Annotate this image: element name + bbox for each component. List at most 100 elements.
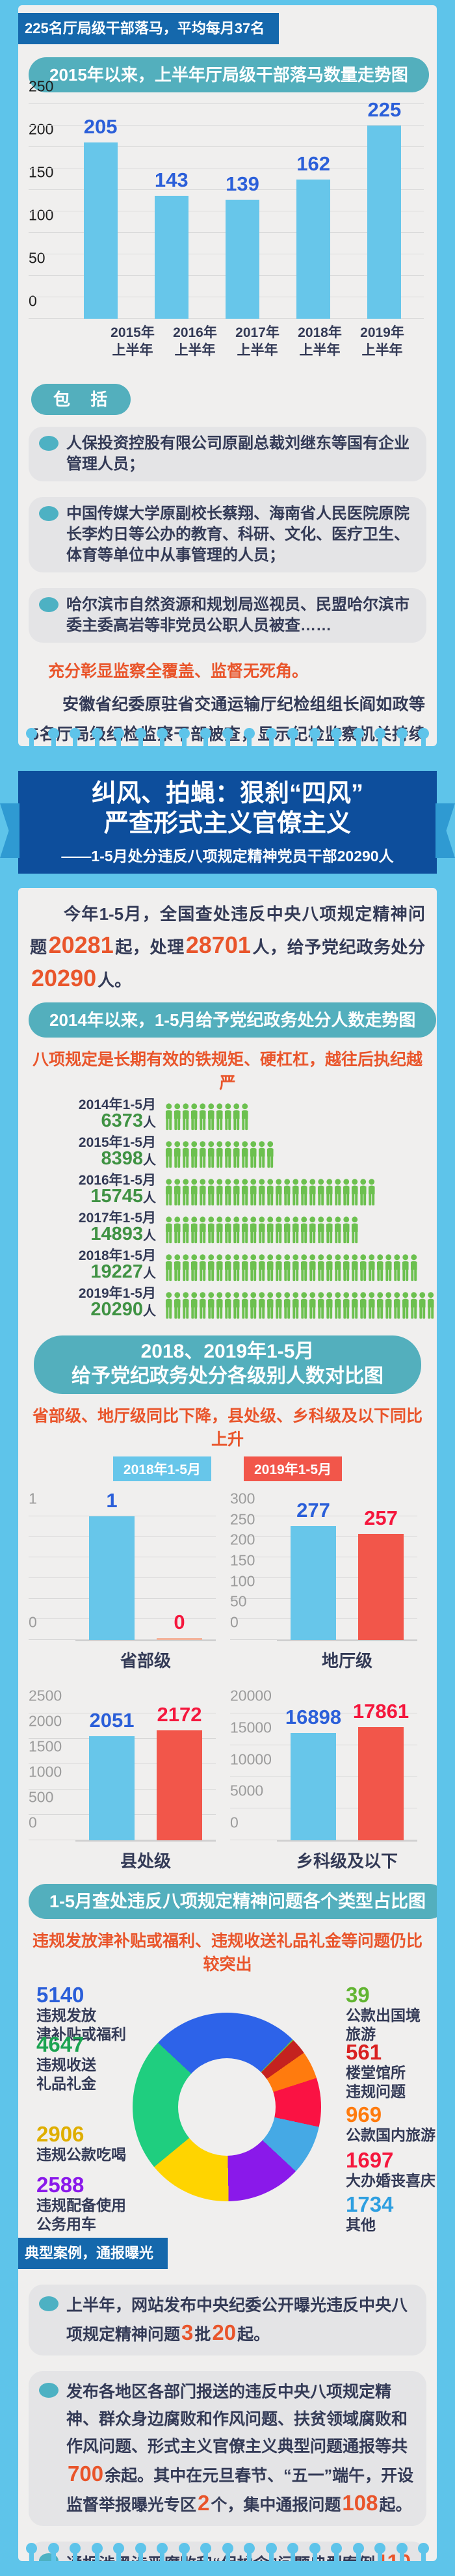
pin-ball xyxy=(70,728,81,739)
person-icon xyxy=(351,1254,358,1281)
unit-label: 人 xyxy=(143,1153,156,1168)
compare-pill-line1: 2018、2019年1-5月 xyxy=(140,1341,315,1362)
pictograph-row: 2017年1-5月 14893人 xyxy=(29,1211,426,1244)
perforation-pin xyxy=(26,728,37,746)
perforation-pin xyxy=(157,728,168,746)
pin-ball xyxy=(287,728,298,739)
pin-ball xyxy=(287,2543,298,2554)
highlight-number: 2 xyxy=(198,2491,210,2515)
compare-pill-line2: 给予党纪政务处分各级别人数对比图 xyxy=(72,1365,384,1387)
donut-label-text: 礼品礼金 xyxy=(36,2075,96,2092)
donut-label-text: 其他 xyxy=(346,2216,376,2233)
person-icon xyxy=(233,1216,240,1244)
person-icon xyxy=(199,1254,206,1281)
person-icon xyxy=(207,1103,214,1131)
bar: 139 xyxy=(225,172,259,319)
perforation-pin xyxy=(331,2543,342,2561)
pictograph-period: 2018年1-5月 xyxy=(78,1248,156,1263)
perforation-pin xyxy=(91,2543,103,2561)
person-icon xyxy=(275,1179,282,1206)
pictograph-label: 2018年1-5月 19227人 xyxy=(29,1249,165,1282)
text-run: 批 xyxy=(194,2326,211,2344)
person-icon xyxy=(233,1292,240,1319)
person-icon xyxy=(241,1292,248,1319)
x-tick-label: 2015年 上半年 xyxy=(101,324,164,359)
person-icon xyxy=(216,1141,223,1168)
person-icon xyxy=(326,1179,333,1206)
person-icon xyxy=(326,1254,333,1281)
pin-ball xyxy=(374,728,385,739)
mini-chart: 20000 15000 10000 5000 0 16898 17861 乡科级及以下 xyxy=(230,1687,426,1872)
person-icon xyxy=(359,1254,367,1281)
pin-stem xyxy=(421,2552,426,2561)
person-icon xyxy=(283,1179,291,1206)
bars-row: 16898 17861 xyxy=(277,1700,417,1840)
halfyear-chart-plot: 0 50 100 150 200 250 205 143 139 162 225 xyxy=(29,78,424,319)
pin-ball xyxy=(200,2543,211,2554)
mini-chart-title: 乡科级及以下 xyxy=(296,1851,398,1871)
list-item-text: 中国传媒大学原副校长蔡翔、海南省人民医院原院长李灼日等公办的教育、科研、文化、医… xyxy=(66,505,410,564)
type-donut-chart: 5140 违规发放 津补贴或福利 4647 违规收送 礼品礼金 2906 违规公款吃喝 2588… xyxy=(29,1979,436,2234)
pin-stem xyxy=(312,737,317,746)
pictograph-value: 15745人 xyxy=(90,1186,156,1207)
pin-ball xyxy=(331,2543,342,2554)
person-icon xyxy=(343,1254,350,1281)
pin-stem xyxy=(378,737,382,746)
bar-value-label: 2172 xyxy=(157,1702,202,1726)
y-tick-label: 250 xyxy=(230,1510,255,1528)
person-icon xyxy=(258,1179,265,1206)
donut-label-text: 违规配备使用 xyxy=(36,2197,126,2214)
pin-ball xyxy=(47,2543,59,2554)
person-icon xyxy=(351,1179,358,1206)
pictograph-row: 2016年1-5月 15745人 xyxy=(29,1174,426,1207)
person-icon xyxy=(199,1179,206,1206)
person-icon xyxy=(174,1292,181,1319)
ribbon-end-right-icon xyxy=(436,803,455,858)
person-icon xyxy=(165,1254,172,1281)
y-tick-label: 150 xyxy=(29,163,54,181)
person-icon xyxy=(334,1216,341,1244)
perforation-edge xyxy=(26,728,429,746)
perforation-pin xyxy=(222,2543,233,2561)
case-item-text: 上半年，网站发布中央纪委公开曝光违反中央八项规定精神问题3批20起。 xyxy=(66,2296,408,2344)
pin-ball xyxy=(396,2543,408,2554)
pictograph-label: 2017年1-5月 14893人 xyxy=(29,1211,165,1244)
highlight-number: 700 xyxy=(68,2462,104,2486)
pin-stem xyxy=(334,737,339,746)
perforation-pin xyxy=(178,728,190,746)
bullet-dot-icon xyxy=(39,436,58,451)
y-tick-label: 200 xyxy=(29,120,54,138)
pin-ball xyxy=(70,2543,81,2554)
y-tick-label: 200 xyxy=(230,1531,255,1548)
bar-value-label: 205 xyxy=(83,115,118,139)
donut-label-text: 违规问题 xyxy=(346,2083,406,2100)
person-icon xyxy=(292,1179,299,1206)
x-tick-line: 上半年 xyxy=(237,343,278,358)
pictograph-label: 2014年1-5月 6373人 xyxy=(29,1098,165,1131)
bar: 162 xyxy=(296,152,331,319)
mini-chart-plot: 300 250 200 150 100 50 0 277 257 xyxy=(230,1490,417,1641)
x-tick-line: 2015年 xyxy=(110,325,155,340)
person-icon xyxy=(182,1141,189,1168)
perforation-pin xyxy=(265,728,277,746)
section2-banner: 纠风、拍蝇：狠刹“四风” 严查形式主义官僚主义 ——1-5月处分违反八项规定精神… xyxy=(0,771,455,874)
y-tick-label: 0 xyxy=(29,292,37,310)
pin-ball xyxy=(244,728,255,739)
person-icon xyxy=(182,1254,189,1281)
pin-stem xyxy=(181,737,187,746)
person-icon xyxy=(207,1292,214,1319)
x-tick-label: 2018年 上半年 xyxy=(289,324,351,359)
person-icon xyxy=(241,1103,248,1131)
compare-chart-pill: 2018、2019年1-5月 给予党纪政务处分各级别人数对比图 xyxy=(34,1335,421,1394)
pin-stem xyxy=(225,2552,230,2561)
mini-chart-plot: 2500 2000 1500 1000 500 0 2051 2172 xyxy=(29,1687,216,1842)
donut-label-value: 39 xyxy=(346,1983,370,2007)
list-item: 哈尔滨市自然资源和规划局巡视员、民盟哈尔滨市委主委高岩等非党员公职人员被查…… xyxy=(29,588,426,643)
person-icon xyxy=(224,1179,231,1206)
person-icon xyxy=(343,1292,350,1319)
person-icon xyxy=(182,1292,189,1319)
pin-ball xyxy=(265,2543,277,2554)
pin-ball xyxy=(352,728,364,739)
donut-label-text: 津补贴或福利 xyxy=(36,2026,126,2043)
perforation-pin xyxy=(331,728,342,746)
